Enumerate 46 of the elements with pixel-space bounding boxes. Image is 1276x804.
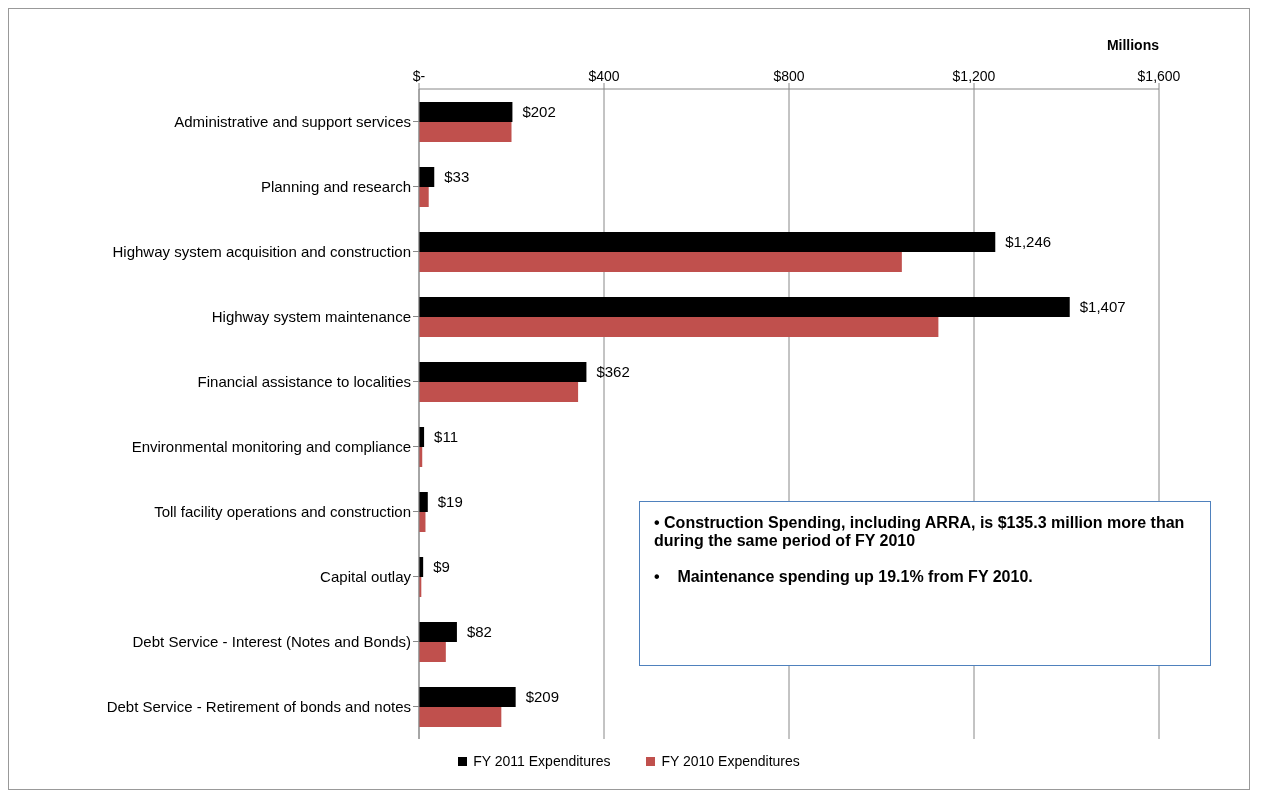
y-tick-label: Financial assistance to localities — [197, 372, 411, 390]
data-label: $209 — [525, 688, 560, 705]
bar — [419, 687, 516, 707]
y-tick-label: Capital outlay — [320, 567, 412, 585]
bar — [419, 187, 429, 207]
bar — [419, 232, 996, 252]
text-box: • Construction Spending, including ARRA, is $135.3 million more than during the same period of FY 2010 • Maintenance spending up 19.1% from FY 2010. — [639, 501, 1211, 666]
data-label: $202 — [522, 103, 556, 120]
bar — [419, 297, 1070, 317]
y-tick-label: Debt Service - Retirement of bonds and notes — [106, 697, 411, 715]
data-label: $82 — [466, 623, 492, 640]
data-label: $19 — [437, 493, 463, 510]
y-tick-label: Debt Service - Interest (Notes and Bonds) — [132, 632, 411, 650]
bar — [419, 622, 457, 642]
data-label: $33 — [444, 168, 470, 185]
bar — [419, 382, 579, 402]
bar — [419, 707, 502, 727]
y-tick-label: Environmental monitoring and compliance — [131, 437, 411, 455]
data-label: $11 — [434, 428, 459, 445]
bar — [419, 167, 435, 187]
data-label: $9 — [433, 558, 450, 575]
y-tick-label: Highway system acquisition and construction — [112, 242, 411, 260]
bar — [419, 252, 902, 272]
y-tick-label: Toll facility operations and construction — [154, 502, 411, 520]
x-tick-label: $- — [412, 68, 426, 84]
data-label: $1,246 — [1005, 233, 1052, 250]
bar — [419, 102, 513, 122]
legend-label: FY 2011 Expenditures — [473, 753, 611, 769]
x-tick-label: $1,200 — [952, 68, 996, 84]
y-tick-label: Highway system maintenance — [211, 307, 411, 325]
bar — [419, 122, 512, 142]
bar — [419, 492, 428, 512]
bar — [419, 642, 446, 662]
annotation: • Construction Spending, including ARRA, is $135.3 million more than during the same period of FY 2010 — [654, 514, 1186, 550]
data-label: $1,407 — [1079, 298, 1126, 315]
x-tick-label: $400 — [588, 68, 620, 84]
annotation: • Maintenance spending up 19.1% from FY 2010. — [654, 568, 1034, 586]
data-label: $362 — [596, 363, 630, 380]
bar — [419, 317, 939, 337]
legend-label: FY 2010 Expenditures — [661, 753, 800, 769]
y-tick-label: Administrative and support services — [174, 112, 411, 130]
bar — [419, 362, 587, 382]
x-axis-title: Millions — [1106, 37, 1159, 53]
x-tick-label: $800 — [773, 68, 805, 84]
x-tick-label: $1,600 — [1137, 68, 1181, 84]
y-tick-label: Planning and research — [260, 177, 411, 195]
